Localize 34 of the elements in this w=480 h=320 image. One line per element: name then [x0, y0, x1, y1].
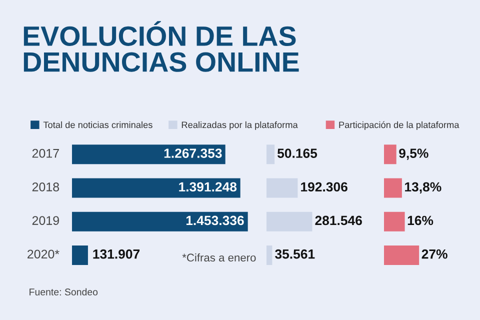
bar	[72, 245, 88, 265]
data-label: 1.391.248	[179, 182, 237, 192]
legend-label: Realizadas por la plataforma	[182, 121, 298, 130]
chart-title: EVOLUCIÓN DE LAS DENUNCIAS ONLINE	[24, 21, 299, 72]
annotation: *Cifras a enero	[182, 253, 256, 262]
data-label: 50.165	[277, 148, 318, 158]
data-label: 1.453.336	[186, 216, 244, 226]
bar	[384, 212, 405, 232]
data-label: 13,8%	[405, 182, 442, 194]
bar	[266, 212, 312, 232]
bar	[72, 178, 240, 198]
bar	[266, 144, 275, 164]
y-tick-label: 2018	[32, 182, 60, 192]
data-label: 1.267.353	[164, 148, 222, 158]
y-tick-label: 2020*	[28, 250, 60, 259]
data-label: 35.561	[275, 249, 315, 259]
bar	[384, 144, 396, 164]
data-label: 192.306	[301, 182, 348, 192]
bar	[72, 212, 248, 232]
bar	[384, 178, 402, 198]
source-note: Fuente: Sondeo	[30, 288, 98, 296]
legend-label: Total de noticias criminales	[43, 121, 152, 128]
data-label: 281.546	[315, 216, 362, 226]
y-tick-label: 2017	[32, 148, 59, 158]
bar	[384, 245, 420, 265]
bar	[266, 245, 272, 265]
bar	[72, 144, 226, 164]
y-tick-label: 2019	[32, 216, 59, 225]
data-label: 131.907	[93, 249, 140, 259]
data-label: 9,5%	[399, 148, 428, 160]
data-label: 16%	[408, 216, 434, 226]
data-label: 27%	[422, 249, 448, 259]
bar	[266, 178, 298, 198]
legend-label: Participación de la plataforma	[339, 121, 460, 130]
